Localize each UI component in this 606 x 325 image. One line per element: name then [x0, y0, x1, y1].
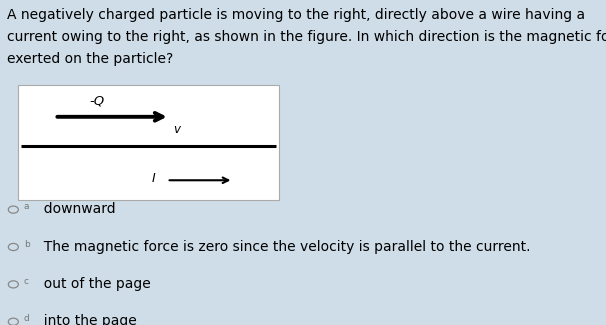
- Text: A negatively charged particle is moving to the right, directly above a wire havi: A negatively charged particle is moving …: [7, 8, 585, 22]
- Text: -Q: -Q: [90, 94, 104, 107]
- Text: c: c: [24, 277, 28, 286]
- Text: downward: downward: [35, 202, 116, 216]
- Text: The magnetic force is zero since the velocity is parallel to the current.: The magnetic force is zero since the vel…: [35, 240, 531, 254]
- Text: into the page: into the page: [35, 314, 137, 325]
- Text: b: b: [24, 240, 29, 249]
- Text: d: d: [24, 314, 29, 323]
- Text: I: I: [152, 172, 156, 185]
- Text: a: a: [24, 202, 29, 211]
- Text: out of the page: out of the page: [35, 277, 151, 291]
- Text: exerted on the particle?: exerted on the particle?: [7, 52, 173, 66]
- FancyBboxPatch shape: [18, 84, 279, 200]
- Text: v: v: [173, 123, 180, 136]
- Text: current owing to the right, as shown in the figure. In which direction is the ma: current owing to the right, as shown in …: [7, 30, 606, 44]
